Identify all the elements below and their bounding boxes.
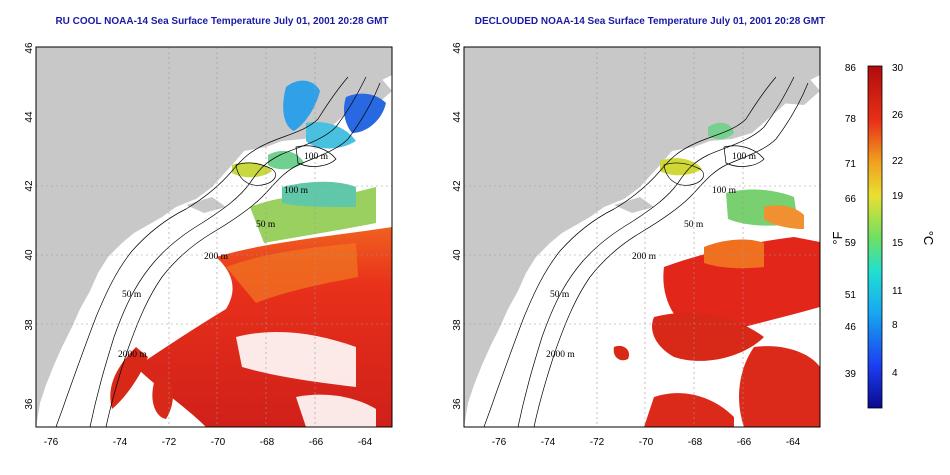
x-tick: -76 — [492, 437, 507, 448]
x-tick: -70 — [211, 437, 226, 448]
f-tick: 59 — [845, 238, 857, 249]
colorbar-gradient — [867, 65, 883, 409]
y-tick: 38 — [452, 319, 463, 331]
y-tick: 38 — [24, 319, 35, 331]
y-tick: 40 — [24, 249, 35, 261]
f-tick: 66 — [845, 194, 857, 205]
c-tick: 15 — [892, 238, 904, 249]
x-tick: -68 — [688, 437, 703, 448]
y-tick: 36 — [452, 398, 463, 410]
x-tick: -72 — [162, 437, 177, 448]
contour-label-100m: 100 m — [304, 152, 329, 162]
contour-label-50m-b: 50 m — [550, 290, 570, 300]
contour-label-100m-b: 100 m — [284, 186, 309, 196]
contour-label-200m: 200 m — [632, 252, 657, 262]
c-tick: 30 — [892, 63, 904, 74]
y-tick: 36 — [24, 398, 35, 410]
x-tick: -72 — [590, 437, 605, 448]
contour-label-100m-b: 100 m — [712, 186, 737, 196]
x-tick: -64 — [786, 437, 801, 448]
f-tick: 39 — [845, 369, 857, 380]
left-map: 100 m 100 m 50 m 200 m 50 m 2000 m — [35, 46, 393, 428]
contour-label-100m: 100 m — [732, 152, 757, 162]
x-tick: -76 — [44, 437, 59, 448]
f-tick: 46 — [845, 322, 857, 333]
colorbar: 86 78 71 66 59 51 46 39 30 26 22 19 15 1… — [830, 63, 936, 409]
c-tick: 8 — [892, 320, 898, 331]
f-tick: 71 — [845, 159, 857, 170]
y-tick: 46 — [24, 42, 35, 54]
left-panel-title: RU COOL NOAA-14 Sea Surface Temperature … — [55, 16, 388, 27]
y-tick: 42 — [24, 180, 35, 192]
contour-label-200m: 200 m — [204, 252, 229, 262]
f-tick: 51 — [845, 290, 857, 301]
celsius-label: °C — [921, 231, 936, 246]
f-tick: 86 — [845, 63, 857, 74]
contour-label-2000m: 2000 m — [546, 350, 575, 360]
c-tick: 4 — [892, 368, 898, 379]
y-tick: 46 — [452, 42, 463, 54]
x-tick: -66 — [309, 437, 324, 448]
c-tick: 26 — [892, 110, 904, 121]
c-tick: 19 — [892, 191, 904, 202]
fahrenheit-label: °F — [830, 231, 845, 244]
x-tick: -70 — [639, 437, 654, 448]
right-x-axis: -76 -74 -72 -70 -68 -66 -64 — [492, 437, 801, 448]
y-tick: 42 — [452, 180, 463, 192]
right-map: 100 m 100 m 50 m 200 m 50 m 2000 m — [463, 46, 821, 428]
x-tick: -68 — [260, 437, 275, 448]
left-y-axis: 36 38 40 42 44 46 — [24, 42, 35, 410]
f-tick: 78 — [845, 114, 857, 125]
right-panel-title: DECLOUDED NOAA-14 Sea Surface Temperatur… — [475, 16, 826, 27]
x-tick: -64 — [358, 437, 373, 448]
x-tick: -66 — [737, 437, 752, 448]
y-tick: 44 — [24, 111, 35, 123]
c-tick: 22 — [892, 156, 904, 167]
right-y-axis: 36 38 40 42 44 46 — [452, 42, 463, 410]
contour-label-50m: 50 m — [684, 220, 704, 230]
x-tick: -74 — [541, 437, 556, 448]
contour-label-50m-b: 50 m — [122, 290, 142, 300]
contour-label-50m: 50 m — [256, 220, 276, 230]
y-tick: 44 — [452, 111, 463, 123]
contour-label-2000m: 2000 m — [118, 350, 147, 360]
c-tick: 11 — [892, 286, 903, 297]
x-tick: -74 — [113, 437, 128, 448]
y-tick: 40 — [452, 249, 463, 261]
left-x-axis: -76 -74 -72 -70 -68 -66 -64 — [44, 437, 373, 448]
